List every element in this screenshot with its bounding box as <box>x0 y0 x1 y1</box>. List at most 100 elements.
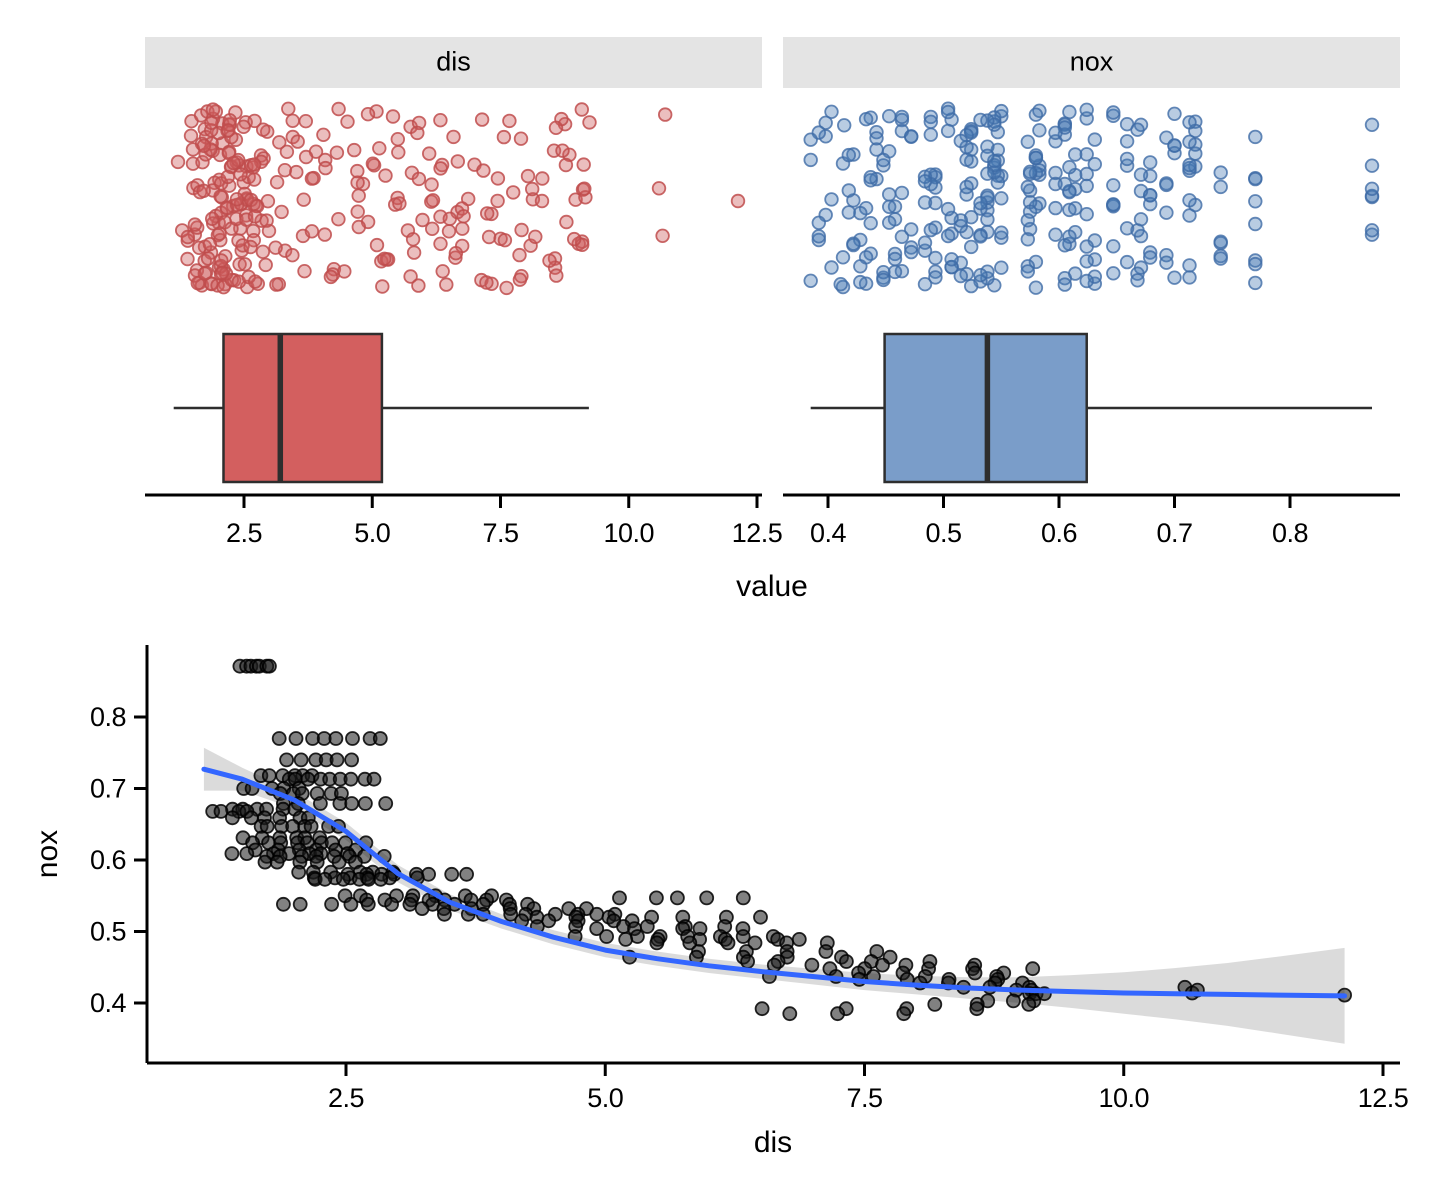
data-point <box>927 997 943 1012</box>
data-point <box>1062 159 1077 175</box>
data-point <box>269 277 284 292</box>
data-point <box>1106 197 1121 212</box>
data-point <box>994 191 1009 206</box>
data-point <box>384 896 400 912</box>
data-point <box>433 236 448 252</box>
data-point <box>639 919 655 934</box>
data-point <box>940 123 956 139</box>
data-point <box>232 257 247 272</box>
data-point <box>257 854 273 870</box>
data-point <box>372 141 387 156</box>
data-point <box>818 944 834 959</box>
scatter-x-tick-label: 12.5 <box>1358 1083 1409 1113</box>
scatter-y-tick-label: 0.8 <box>90 702 126 732</box>
data-point <box>980 148 995 164</box>
data-point <box>369 104 384 119</box>
data-point <box>226 155 241 171</box>
data-point <box>589 906 605 922</box>
data-point <box>1048 227 1063 242</box>
data-point <box>1079 273 1094 289</box>
data-point <box>1182 270 1197 285</box>
data-point <box>846 147 861 162</box>
data-point <box>1021 997 1037 1012</box>
data-point <box>940 201 956 217</box>
data-point <box>441 224 457 239</box>
data-point <box>196 183 211 199</box>
x-tick-label-nox: 0.5 <box>925 518 961 548</box>
data-point <box>1106 239 1121 254</box>
data-point <box>372 731 388 746</box>
data-point <box>969 1001 985 1017</box>
data-point <box>1106 178 1121 193</box>
data-point <box>512 247 527 263</box>
data-point <box>1048 165 1063 181</box>
data-point <box>324 896 340 912</box>
data-point <box>735 929 751 944</box>
data-point <box>378 168 393 183</box>
data-point <box>425 221 440 237</box>
data-point <box>994 260 1009 275</box>
data-point <box>782 1006 798 1022</box>
data-point <box>658 107 673 122</box>
data-point <box>917 174 933 189</box>
data-point <box>391 145 406 160</box>
data-point <box>221 123 236 138</box>
facet-header-label-nox: nox <box>1070 47 1114 77</box>
data-point <box>297 264 312 279</box>
data-point <box>258 257 273 273</box>
data-point <box>317 871 333 887</box>
data-point <box>1142 245 1158 260</box>
data-point <box>288 731 304 746</box>
data-point <box>548 120 564 136</box>
data-point <box>202 236 218 252</box>
data-point <box>290 134 305 149</box>
data-point <box>1020 259 1036 274</box>
data-point <box>1025 961 1041 977</box>
data-point <box>720 935 736 951</box>
data-point <box>1079 239 1094 254</box>
data-point <box>1213 234 1228 249</box>
data-point <box>917 277 933 292</box>
data-point <box>490 171 506 186</box>
data-point <box>1020 134 1036 150</box>
data-point <box>410 125 425 141</box>
data-point <box>350 204 365 219</box>
data-point <box>894 109 910 125</box>
data-point <box>406 245 422 260</box>
data-point <box>917 169 933 185</box>
data-point <box>994 225 1009 240</box>
boxplot-dis <box>173 332 589 484</box>
data-point <box>1119 221 1135 236</box>
data-point <box>219 200 234 215</box>
data-point <box>392 196 407 211</box>
data-point <box>237 257 253 272</box>
data-point <box>655 228 670 244</box>
data-point <box>425 193 441 208</box>
data-point <box>618 932 634 947</box>
x-tick-label-dis: 5.0 <box>354 518 390 548</box>
data-point <box>474 112 490 127</box>
data-point <box>853 259 868 274</box>
data-point <box>1248 216 1263 232</box>
data-point <box>964 209 979 225</box>
data-point <box>224 129 239 145</box>
data-point <box>490 193 505 209</box>
data-point <box>345 731 360 746</box>
data-point <box>357 796 373 811</box>
data-point <box>261 768 277 783</box>
data-point <box>841 183 857 198</box>
data-point <box>811 215 827 231</box>
data-point <box>811 229 827 244</box>
data-point <box>558 157 574 173</box>
data-point <box>940 228 956 244</box>
data-point <box>497 232 513 248</box>
data-point <box>754 1001 770 1017</box>
data-point <box>351 188 366 203</box>
data-point <box>1079 147 1094 162</box>
data-point <box>1213 179 1228 195</box>
facet-header-nox <box>783 37 1400 88</box>
x-tick-label-nox: 0.4 <box>810 518 847 548</box>
data-point <box>735 890 751 906</box>
data-point <box>204 211 220 227</box>
axis-title-nox: nox <box>31 830 64 878</box>
